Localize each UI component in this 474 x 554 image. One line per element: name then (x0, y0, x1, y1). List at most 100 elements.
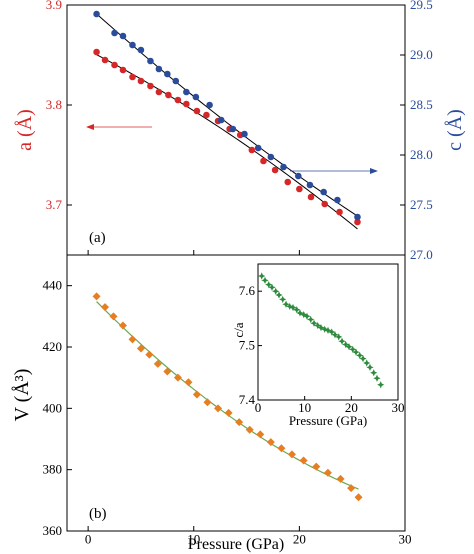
a-data-point (137, 77, 145, 85)
a-data-point (296, 185, 303, 193)
ca-data-point (370, 369, 378, 377)
c-data-point (119, 32, 127, 40)
pressure-axis-tick-label: 0 (85, 532, 92, 547)
inset-y-tick-label: 7.6 (239, 283, 256, 298)
ca-data-point (303, 312, 311, 320)
volume-data-point (214, 404, 223, 413)
ca-data-point (359, 355, 367, 363)
a-data-point (119, 66, 127, 74)
ca-data-point (272, 287, 280, 295)
volume-data-point (323, 468, 332, 477)
series-a-points (93, 48, 361, 226)
arrow-left-to-a-axis (86, 124, 152, 130)
c-data-point (111, 29, 118, 37)
volume-data-point (287, 450, 296, 459)
a-data-point (284, 178, 292, 186)
volume-data-point (192, 390, 201, 399)
ca-data-point (314, 321, 322, 330)
volume-data-point (136, 344, 145, 353)
inset-x-tick-label: 20 (345, 400, 358, 415)
pressure-axis-tick-label: 30 (399, 532, 412, 547)
ca-data-point (275, 291, 283, 299)
ca-ratio-points (258, 272, 385, 389)
volume-data-point (153, 359, 162, 368)
ca-data-point (377, 381, 385, 389)
volume-data-point (92, 292, 101, 301)
ca-data-point (356, 351, 364, 359)
volume-data-point (266, 438, 275, 447)
a-data-point (321, 200, 329, 208)
c-axis-title: c (Å) (444, 109, 466, 151)
panel-a-label: (a) (89, 230, 106, 246)
ca-data-point (289, 303, 297, 312)
ca-data-point (282, 300, 290, 308)
ca-data-point (366, 363, 374, 371)
c-axis-tick-label: 29.0 (410, 47, 433, 62)
volume-axis-tick-label: 360 (43, 523, 63, 538)
c-data-point (192, 93, 200, 101)
pressure-axis-tick-label: 10 (187, 532, 200, 547)
a-data-point (354, 218, 361, 226)
volume-data-point (173, 373, 182, 382)
c-data-point (147, 57, 154, 65)
volume-data-point (118, 321, 127, 330)
series-c-points (93, 10, 361, 221)
ca-data-point (300, 310, 308, 319)
pressure-axis-tick-label: 20 (293, 532, 306, 547)
inset-x-tick-label: 10 (298, 400, 311, 415)
c-fit-line (96, 13, 358, 217)
ca-data-point (296, 309, 304, 317)
ca-data-point (331, 331, 339, 339)
arrow-right-to-c-axis (290, 168, 378, 174)
a-data-point (248, 146, 256, 154)
ca-data-point (335, 333, 343, 341)
volume-data-point (203, 398, 212, 407)
pressure-axis-title: Pressure (GPa) (188, 536, 284, 553)
ca-data-point (279, 295, 287, 303)
volume-data-point (101, 303, 110, 312)
volume-data-point (224, 408, 233, 417)
ca-data-point (258, 272, 266, 280)
volume-data-point (145, 350, 154, 359)
volume-data-point (277, 444, 286, 453)
a-data-point (174, 96, 182, 104)
volume-data-point (347, 484, 356, 493)
c-data-point (334, 196, 341, 204)
a-data-point (93, 48, 100, 56)
volume-axis-title: V (Å³) (11, 369, 33, 422)
panel-b-label: (b) (89, 506, 107, 522)
c-data-point (183, 88, 190, 96)
a-data-point (307, 193, 315, 201)
c-data-point (354, 213, 361, 221)
ca-data-point (293, 306, 301, 314)
volume-data-point (256, 430, 265, 439)
volume-data-point (245, 425, 254, 434)
panel-a-fit-lines (96, 13, 358, 230)
volume-axis-tick-label: 420 (43, 339, 63, 354)
ca-data-point (317, 324, 325, 332)
inset-ticks: 7.4 7.5 7.6 0 10 20 30 (239, 283, 405, 415)
c-axis-tick-label: 29.5 (410, 0, 433, 12)
c-data-point (267, 153, 275, 161)
volume-data-point (312, 462, 321, 471)
c-axis-tick-label: 28.0 (410, 147, 433, 162)
inset-y-tick-label: 7.5 (239, 338, 255, 353)
ca-data-point (310, 319, 318, 327)
ca-data-point (338, 337, 346, 345)
inset-y-axis-title: c/a (231, 322, 246, 337)
ca-data-point (307, 315, 315, 324)
c-data-point (172, 77, 180, 85)
a-data-point (165, 91, 172, 99)
inset-y-tick-label: 7.4 (239, 392, 256, 407)
a-axis-tick-label: 3.8 (46, 97, 62, 112)
ca-data-point (286, 302, 294, 311)
a-data-point (203, 111, 210, 119)
a-data-point (271, 166, 279, 174)
a-axis-tick-label: 3.9 (46, 0, 62, 12)
ca-data-point (345, 343, 353, 351)
volume-data-point (163, 367, 172, 376)
a-data-point (101, 56, 109, 64)
a-data-point (336, 208, 343, 216)
volume-data-point (354, 493, 363, 502)
